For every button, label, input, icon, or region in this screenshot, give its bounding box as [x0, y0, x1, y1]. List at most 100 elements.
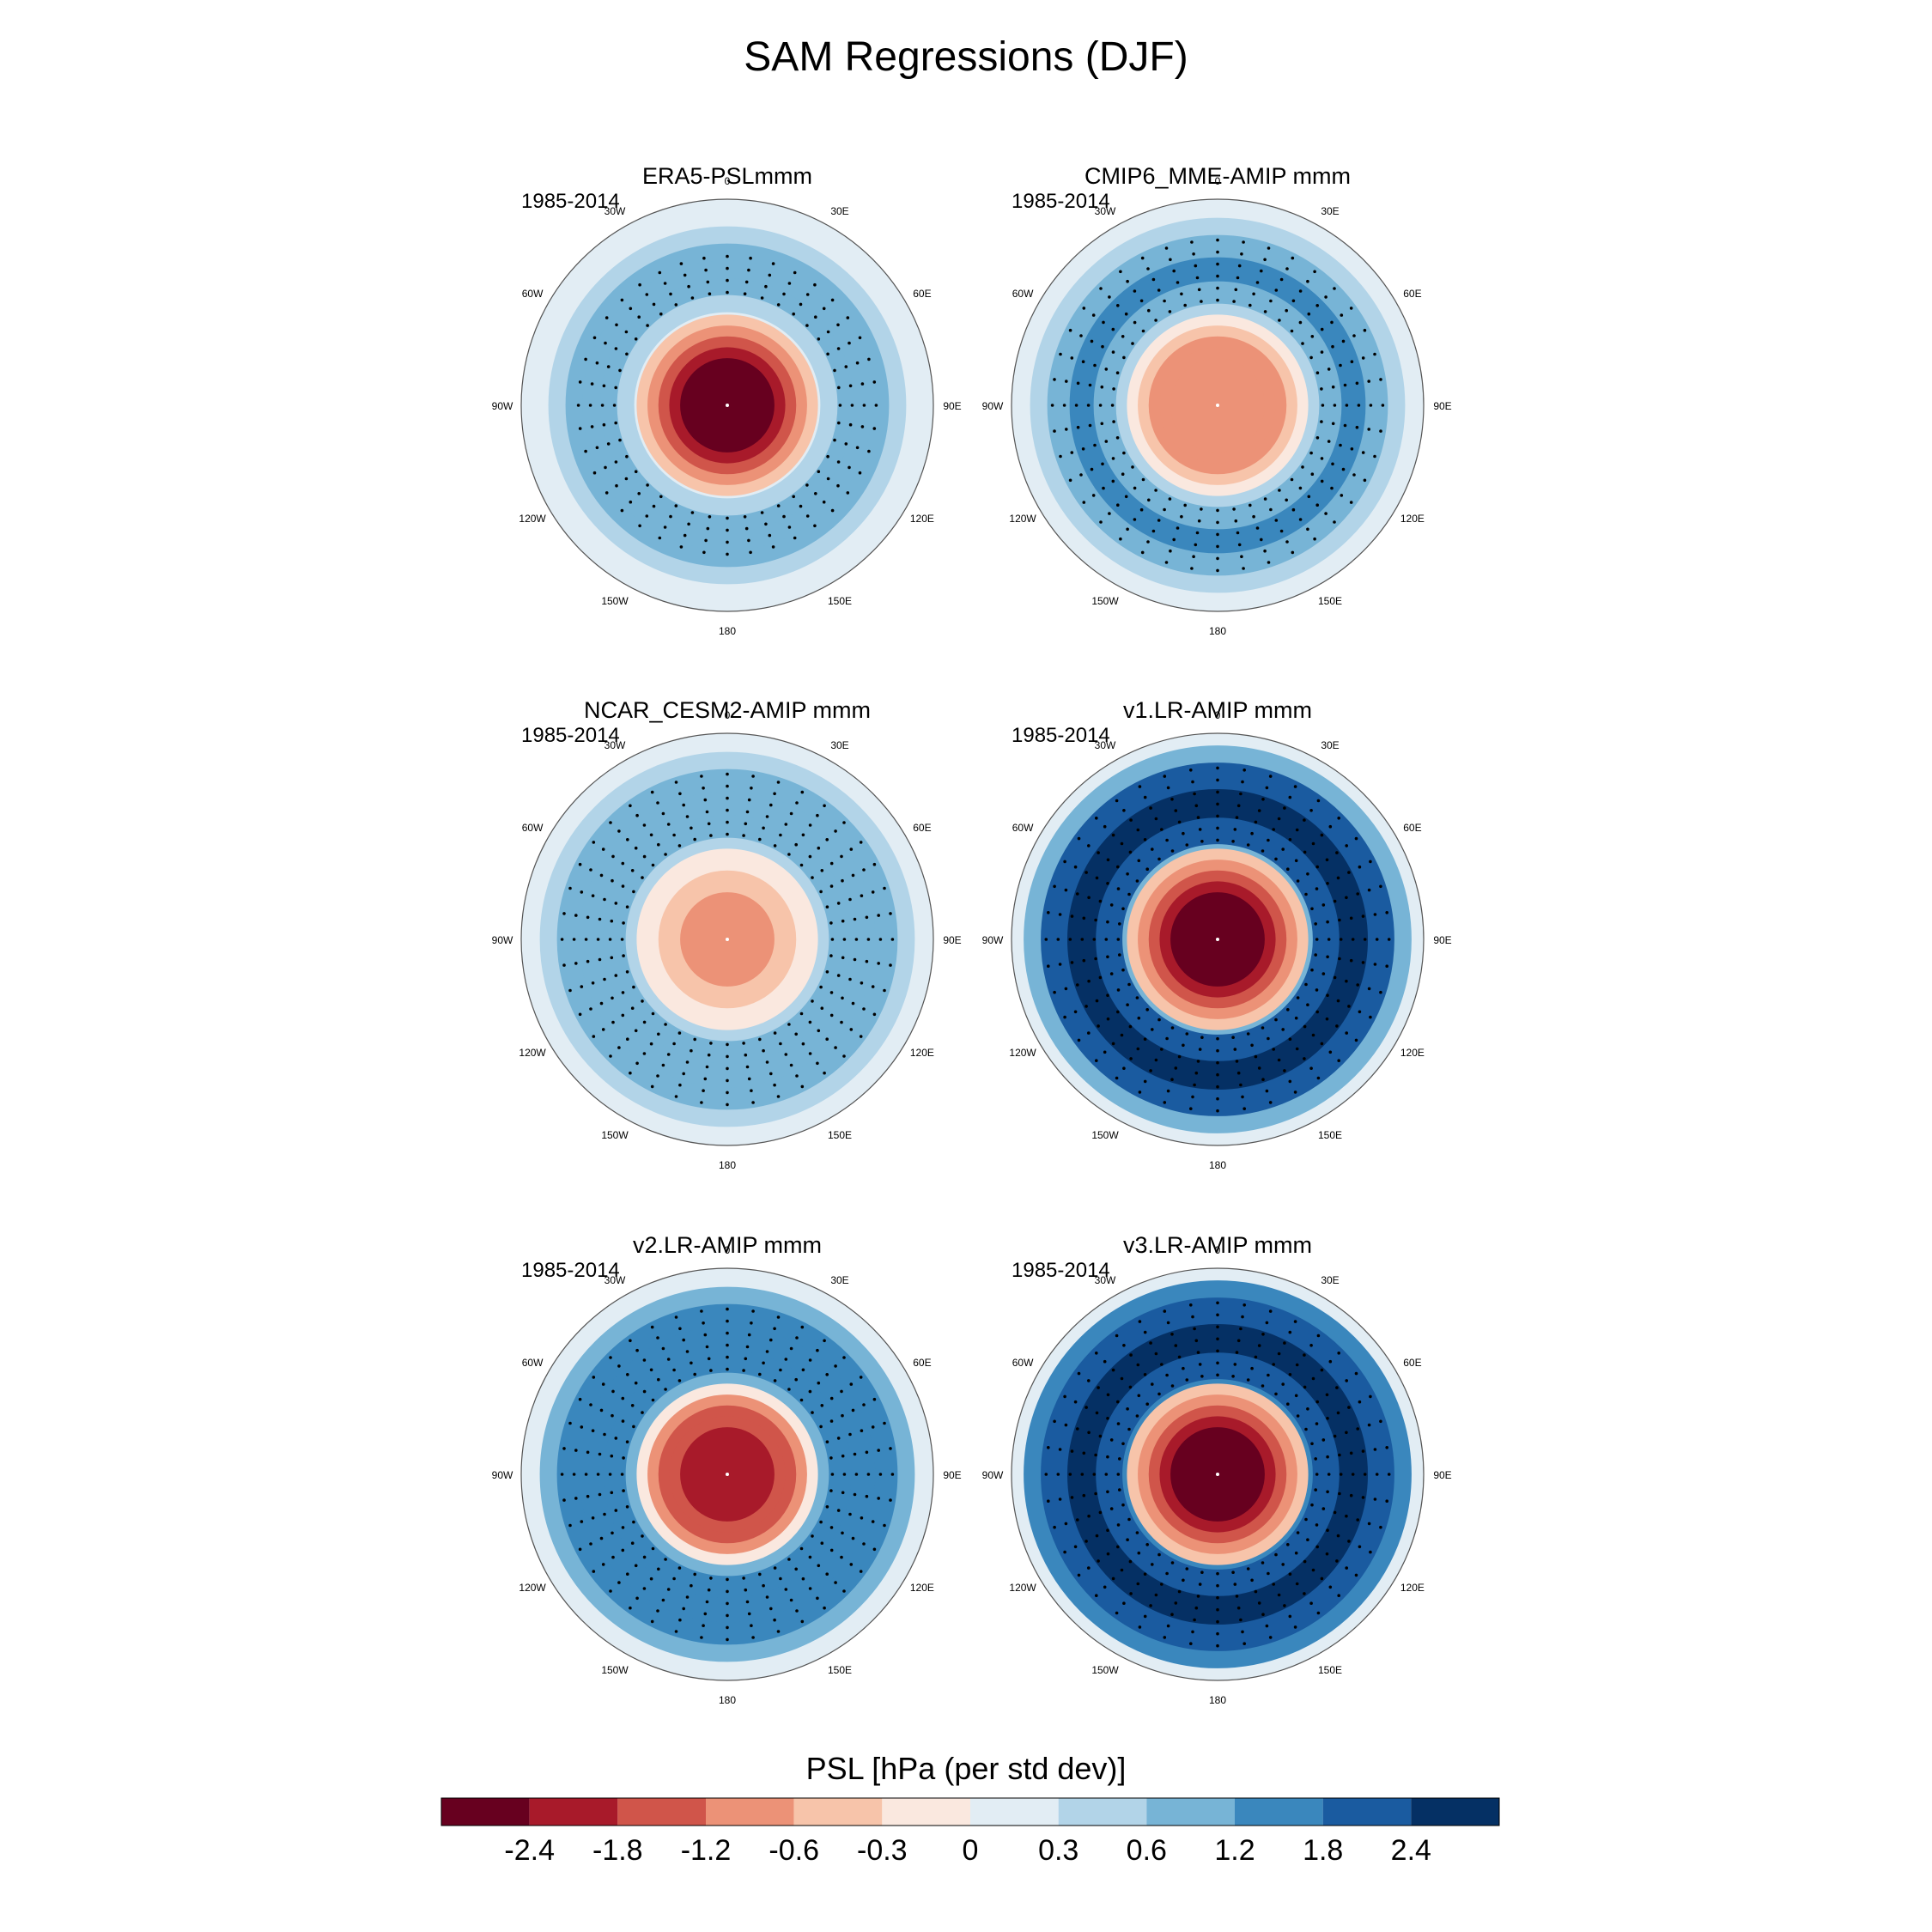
stipple-dot — [1325, 858, 1329, 862]
longitude-label: 180 — [1209, 1694, 1226, 1706]
stipple-dot — [1109, 1438, 1114, 1442]
stipple-dot — [1198, 828, 1202, 831]
map-field — [1012, 199, 1424, 611]
stipple-dot — [598, 957, 602, 962]
stipple-dot — [860, 1429, 864, 1432]
stipple-dot — [769, 1338, 773, 1342]
stipple-dot — [1268, 1309, 1273, 1313]
stipple-dot — [690, 1583, 693, 1588]
panel-title: v2.LR-AMIP mmm — [633, 1232, 822, 1258]
stipple-dot — [834, 829, 837, 833]
stipple-dot — [682, 803, 685, 807]
stipple-dot — [1358, 1010, 1362, 1014]
stipple-dot — [1307, 495, 1311, 499]
stipple-dot — [1235, 1351, 1239, 1354]
stipple-dot — [1140, 550, 1145, 555]
stipple-dot — [1076, 1427, 1079, 1431]
stipple-dot — [801, 1368, 805, 1372]
stipple-dot — [632, 1425, 635, 1429]
stipple-dot — [1339, 363, 1342, 368]
stipple-dot — [848, 341, 851, 345]
south-pole-marker — [1216, 938, 1219, 941]
stipple-dot — [1189, 1107, 1193, 1110]
stipple-dot — [1079, 334, 1083, 337]
colorbar-tick-label: -1.8 — [592, 1834, 643, 1867]
stipple-dot — [1124, 312, 1128, 316]
stipple-dot — [1160, 828, 1163, 831]
stipple-dot — [1316, 799, 1321, 803]
stipple-dot — [1339, 938, 1343, 941]
longitude-label: 120W — [519, 1582, 546, 1594]
stipple-dot — [1235, 816, 1239, 819]
stipple-dot — [1129, 1353, 1133, 1357]
stipple-dot — [849, 1563, 854, 1566]
stipple-dot — [859, 1376, 863, 1379]
stipple-dot — [808, 1587, 812, 1590]
stipple-dot — [626, 1572, 629, 1576]
stipple-dot — [789, 1063, 793, 1067]
stipple-dot — [825, 838, 829, 841]
stipple-dot — [726, 796, 729, 800]
stipple-dot — [612, 404, 617, 407]
stipple-dot — [848, 1512, 852, 1516]
stipple-dot — [794, 842, 798, 847]
stipple-dot — [1311, 1376, 1315, 1381]
stipple-dot — [1169, 258, 1172, 262]
stipple-dot — [592, 1376, 596, 1379]
colorbar-swatch — [1411, 1798, 1499, 1826]
stipple-dot — [1109, 972, 1114, 975]
colorbar-swatch — [1058, 1798, 1147, 1826]
stipple-dot — [765, 1595, 769, 1599]
colorbar-swatch — [1146, 1798, 1235, 1826]
longitude-label: 30W — [1095, 1274, 1116, 1286]
stipple-dot — [1254, 1355, 1258, 1359]
stipple-dot — [822, 500, 826, 504]
stipple-dot — [1094, 1492, 1097, 1496]
stipple-dot — [747, 1077, 751, 1081]
stipple-dot — [658, 536, 662, 540]
colorbar-tick-label: 0 — [963, 1834, 979, 1867]
stipple-dot — [860, 1516, 864, 1520]
stipple-dot — [685, 1060, 690, 1064]
stipple-dot — [596, 1473, 600, 1476]
stipple-dot — [1077, 1371, 1081, 1376]
stipple-dot — [1294, 859, 1298, 863]
stipple-dot — [801, 1042, 805, 1046]
stipple-dot — [1157, 1392, 1161, 1396]
stipple-dot — [1076, 425, 1080, 429]
stipple-dot — [1119, 537, 1122, 541]
stipple-dot — [805, 514, 810, 518]
stipple-dot — [773, 1083, 776, 1087]
stipple-dot — [1315, 503, 1319, 507]
stipple-dot — [1116, 988, 1121, 992]
stipple-dot — [819, 890, 823, 894]
stipple-dot — [858, 336, 862, 340]
panel-period: 1985-2014 — [1012, 724, 1110, 747]
stipple-dot — [1261, 1026, 1265, 1030]
stipple-dot — [726, 808, 729, 812]
stipple-dot — [672, 1577, 676, 1581]
stipple-dot — [1095, 1352, 1098, 1355]
stipple-dot — [841, 1413, 844, 1418]
stipple-dot — [1127, 1427, 1131, 1431]
stipple-dot — [678, 1327, 682, 1331]
stipple-dot — [1290, 329, 1294, 333]
stipple-dot — [1288, 838, 1292, 841]
stipple-dot — [794, 1032, 798, 1036]
stipple-dot — [1232, 507, 1236, 511]
stipple-dot — [1118, 953, 1121, 957]
stipple-dot — [1200, 507, 1203, 511]
stipple-dot — [1351, 938, 1355, 941]
stipple-dot — [840, 1555, 843, 1559]
stipple-dot — [1095, 1534, 1099, 1538]
panel-title: v1.LR-AMIP mmm — [1123, 697, 1312, 723]
stipple-dot — [1109, 903, 1114, 907]
stipple-dot — [584, 357, 587, 361]
stipple-dot — [1127, 982, 1131, 987]
stipple-dot — [1073, 865, 1078, 869]
stipple-dot — [1355, 425, 1359, 429]
stipple-dot — [672, 833, 676, 837]
stipple-dot — [787, 1023, 791, 1026]
stipple-dot — [836, 902, 841, 905]
stipple-dot — [792, 495, 795, 499]
